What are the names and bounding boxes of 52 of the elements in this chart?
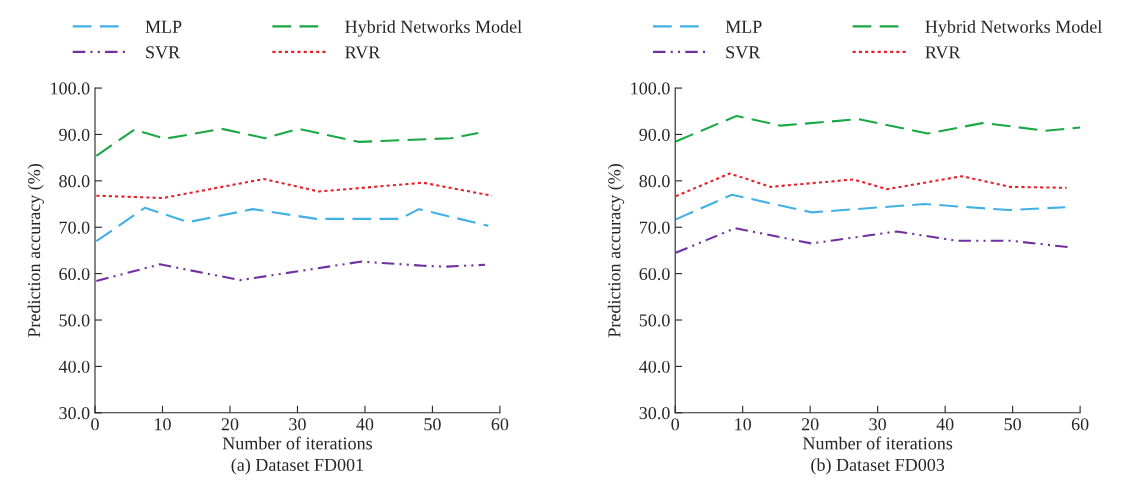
y-tick-label: 100.0 xyxy=(631,82,670,95)
y-tick-label: 90.0 xyxy=(639,128,670,141)
x-tick-label: 10 xyxy=(735,418,752,431)
y-axis-title: Prediction accuracy (%) xyxy=(607,164,625,338)
legend-label: SVR xyxy=(146,46,181,59)
text: (b) Dataset FD003 xyxy=(811,458,945,475)
y-tick-label: 50.0 xyxy=(59,314,90,327)
line-series xyxy=(95,177,493,200)
y-tick-label: 60.0 xyxy=(59,267,90,281)
line-series xyxy=(675,114,1081,143)
x-tick-label: 50 xyxy=(424,418,441,431)
x-tick-label: 20 xyxy=(801,418,819,431)
x-axis-title: Number of iterations xyxy=(802,436,953,450)
legend-label: SVR xyxy=(726,46,761,59)
x-tick-label: 40 xyxy=(356,418,374,431)
x-tick-label: 0 xyxy=(671,418,680,431)
x-tick-label: 40 xyxy=(936,418,954,431)
legend-label: MLP xyxy=(145,20,182,33)
line-series xyxy=(95,127,480,157)
y-tick-label: 100.0 xyxy=(51,82,90,95)
y-tick-label: 60.0 xyxy=(639,267,670,281)
x-tick-label: 20 xyxy=(221,418,239,431)
x-axis-title: Number of iterations xyxy=(222,436,373,450)
legend-label: RVR xyxy=(925,46,961,59)
y-tick-label: 70.0 xyxy=(59,221,90,234)
line-series xyxy=(95,206,490,243)
y-tick-label: 90.0 xyxy=(59,128,90,141)
y-axis-title: Prediction accuracy (%) xyxy=(27,164,44,338)
x-tick-label: 60 xyxy=(1071,418,1089,431)
y-tick-label: 40.0 xyxy=(58,360,90,373)
y-tick-label: 70.0 xyxy=(639,221,670,234)
legend-label: MLP xyxy=(725,20,762,33)
x-tick-label: 30 xyxy=(869,418,886,431)
x-tick-label: 0 xyxy=(91,418,99,431)
x-tick-label: 50 xyxy=(1004,418,1021,431)
legend-label: Hybrid Networks Model xyxy=(345,20,522,37)
legend-label: Hybrid Networks Model xyxy=(925,20,1102,37)
y-tick-label: 80.0 xyxy=(639,175,670,188)
x-tick-label: 30 xyxy=(289,418,306,431)
x-tick-label: 60 xyxy=(491,418,509,431)
text: (a) Dataset FD001 xyxy=(231,458,364,475)
y-tick-label: 40.0 xyxy=(639,360,670,373)
legend-label: RVR xyxy=(345,46,381,59)
y-tick-label: 50.0 xyxy=(639,314,670,327)
line-series xyxy=(675,172,1068,198)
y-tick-label: 30.0 xyxy=(639,407,670,420)
x-tick-label: 10 xyxy=(155,418,171,431)
line-series xyxy=(95,260,487,283)
line-series xyxy=(675,193,1067,221)
y-tick-label: 30.0 xyxy=(59,407,90,420)
y-tick-label: 80.0 xyxy=(59,175,90,188)
line-series xyxy=(675,227,1070,254)
